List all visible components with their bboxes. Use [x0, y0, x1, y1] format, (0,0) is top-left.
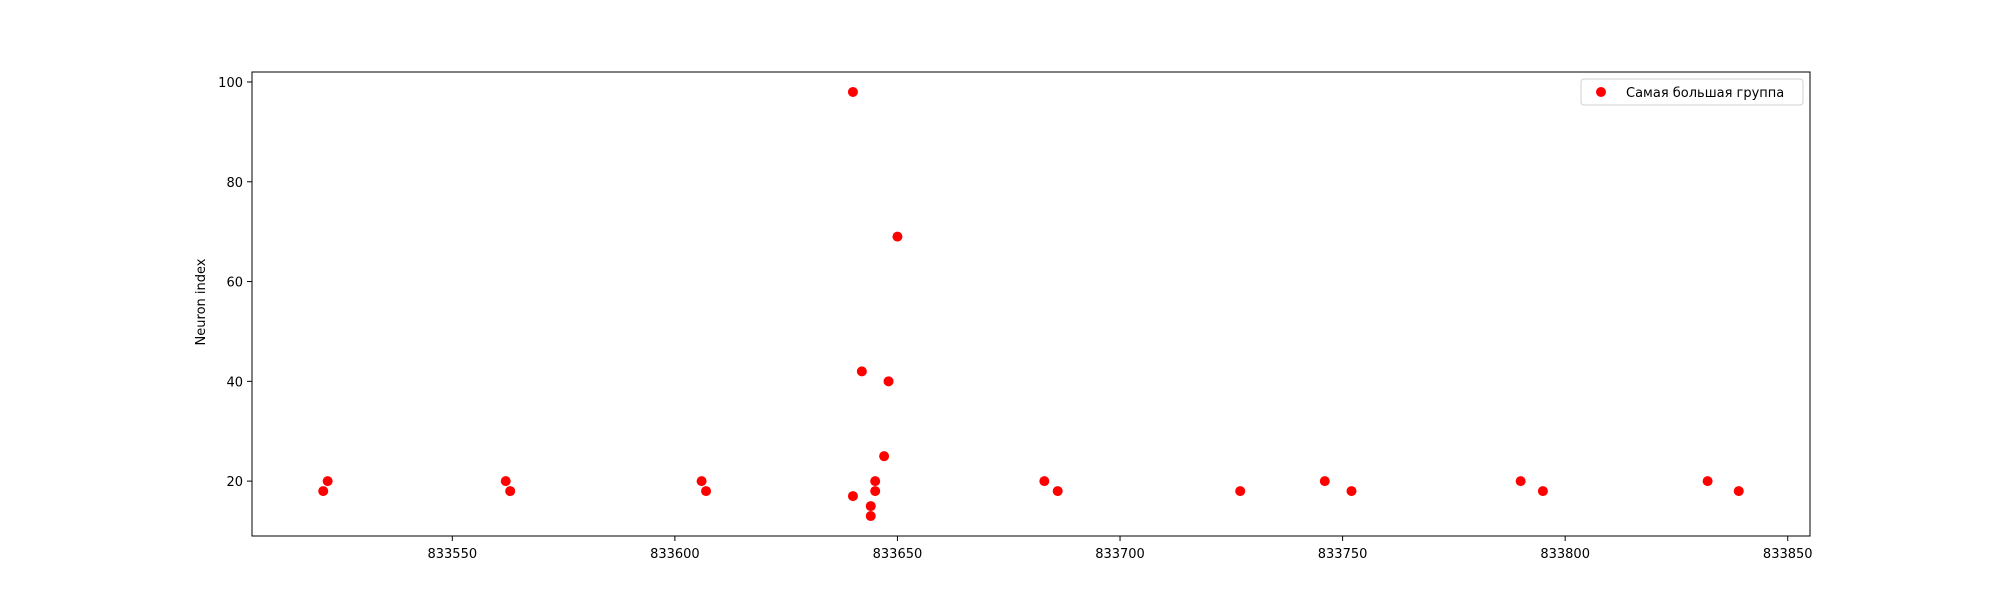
plot-area: 833550 833600 833650 833700 833750 833800 8338… [218, 71, 1813, 562]
data-point [701, 486, 712, 497]
x-tick-label: 833550 [427, 547, 477, 562]
legend-box [1580, 78, 1804, 106]
y-tick-label: 100 [218, 76, 243, 91]
data-point [883, 376, 894, 387]
data-point [1052, 486, 1063, 497]
legend: Самая большая группа [1580, 78, 1804, 106]
data-point [1537, 486, 1548, 497]
x-tick-label: 833600 [650, 547, 700, 562]
y-axis-label: Neuron index [194, 258, 209, 345]
x-tick-label: 833850 [1763, 547, 1813, 562]
data-point [505, 486, 516, 497]
data-point [322, 476, 333, 487]
data-point [1319, 476, 1330, 487]
data-point [1235, 486, 1246, 497]
legend-label: Самая большая группа [1626, 86, 1784, 101]
data-point [847, 491, 858, 502]
data-point [1702, 476, 1713, 487]
y-tick-label: 40 [226, 375, 243, 390]
data-point [1346, 486, 1357, 497]
data-point [870, 486, 881, 497]
data-point [865, 501, 876, 512]
data-point [696, 476, 707, 487]
data-point [318, 486, 329, 497]
data-point [847, 86, 858, 97]
data-point [879, 451, 890, 462]
y-tick-label: 20 [226, 475, 243, 490]
data-point [1733, 486, 1744, 497]
plot-frame [251, 71, 1811, 537]
legend-marker [1596, 87, 1606, 97]
x-tick-label: 833650 [873, 547, 923, 562]
data-point [1039, 476, 1050, 487]
data-point [892, 231, 903, 242]
data-point [870, 476, 881, 487]
data-point [856, 366, 867, 377]
data-point [500, 476, 511, 487]
y-tick-label: 80 [226, 176, 243, 191]
x-tick-label: 833800 [1540, 547, 1590, 562]
x-tick-label: 833750 [1318, 547, 1368, 562]
y-tick-label: 60 [226, 276, 243, 291]
data-point [865, 511, 876, 522]
x-tick-label: 833700 [1095, 547, 1145, 562]
data-point [1515, 476, 1526, 487]
